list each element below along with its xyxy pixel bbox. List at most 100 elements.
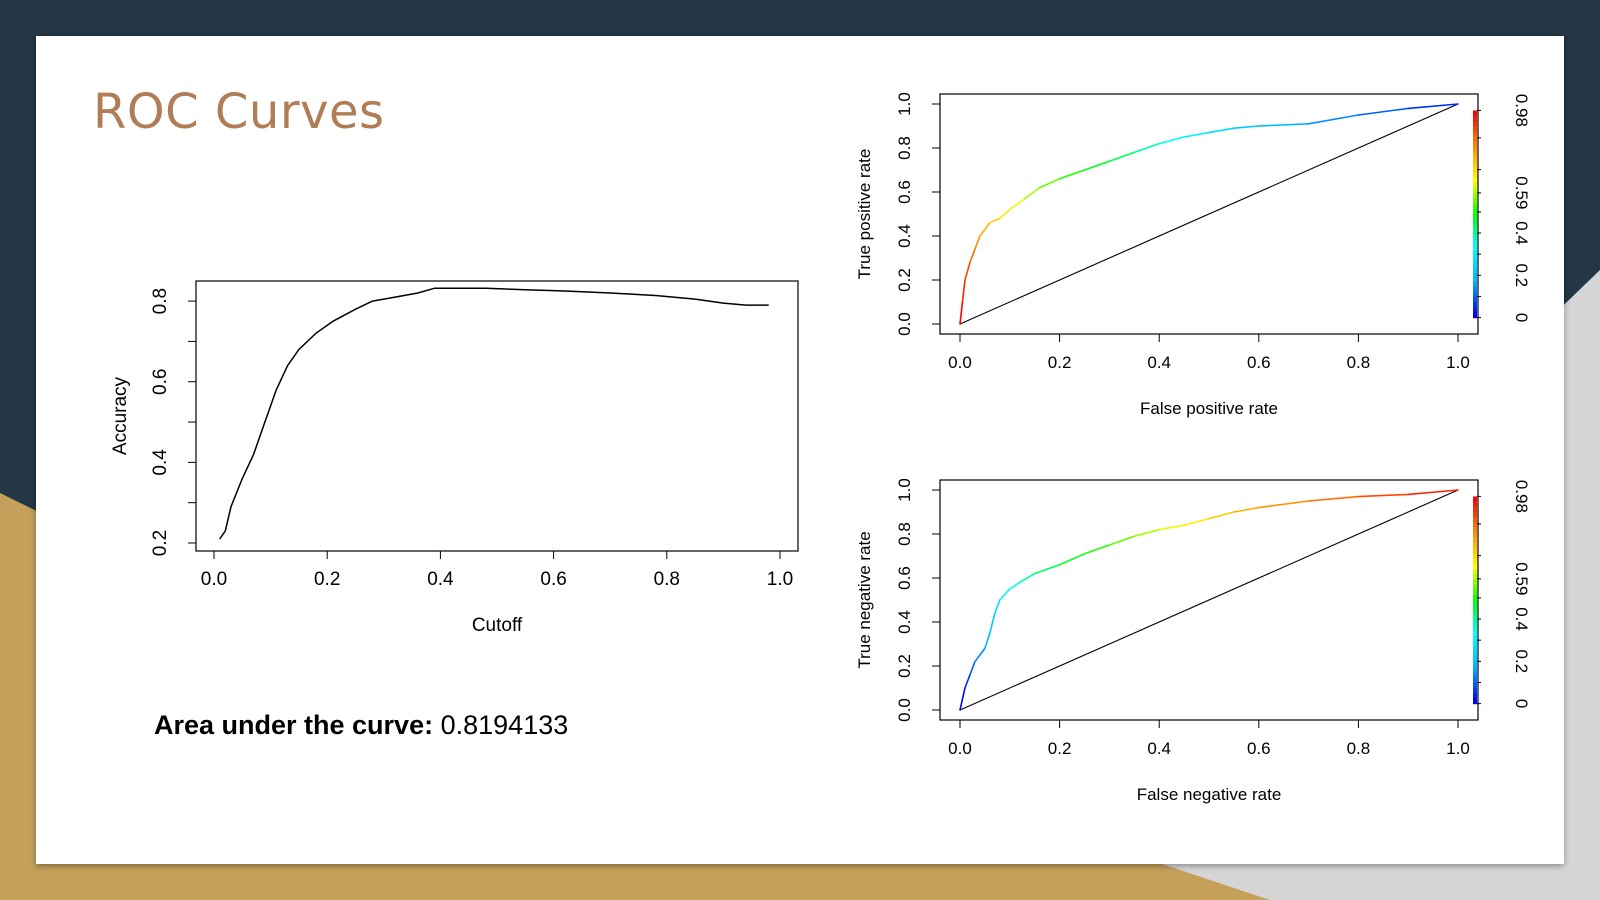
roc-curve-segment — [959, 687, 966, 711]
roc-curve-segment — [974, 647, 986, 663]
colorbar-swatch — [1473, 239, 1477, 246]
roc-curve-segment — [1009, 197, 1026, 211]
y-axis-label: True positive rate — [855, 149, 874, 280]
auc-label: Area under the curve: — [154, 710, 434, 740]
colorbar-swatch — [1473, 224, 1477, 231]
x-tick-label: 0.6 — [1247, 739, 1271, 758]
roc-curve-segment — [1233, 125, 1260, 130]
x-tick-label: 0.0 — [201, 569, 227, 590]
y-tick-label: 0.4 — [150, 449, 171, 476]
colorbar-swatch — [1473, 672, 1477, 679]
colorbar-swatch — [1473, 682, 1477, 689]
colorbar-swatch — [1473, 214, 1477, 220]
y-tick-label: 1.0 — [895, 478, 914, 502]
colorbar-swatch — [1473, 574, 1477, 580]
diagonal-reference-line — [959, 489, 1459, 711]
roc-curve-segment — [1183, 131, 1210, 138]
colorbar-swatch — [1473, 167, 1477, 174]
auc-summary: Area under the curve: 0.8194133 — [154, 710, 568, 741]
y-tick-label: 0.6 — [895, 180, 914, 204]
colorbar-swatch — [1473, 120, 1477, 127]
colorbar-swatch — [1473, 136, 1477, 143]
roc-curve-segment — [1009, 581, 1021, 590]
colorbar-swatch — [1473, 172, 1477, 179]
colorbar-tick-label: 0.4 — [1512, 221, 1530, 245]
roc-curve-segment — [1133, 528, 1161, 538]
y-tick-label: 0.4 — [895, 610, 914, 634]
colorbar-swatch — [1473, 532, 1477, 539]
plot-frame — [939, 479, 1479, 721]
colorbar-swatch — [1473, 548, 1477, 554]
roc-curve-segment — [1058, 553, 1086, 566]
roc-curve-segment — [1038, 178, 1061, 189]
roc-curve-segment — [1108, 535, 1136, 546]
x-tick-label: 0.2 — [1048, 739, 1072, 758]
x-tick-label: 1.0 — [1446, 739, 1470, 758]
y-tick-label: 0.2 — [895, 654, 914, 678]
y-axis-label: True negative rate — [855, 531, 874, 668]
colorbar-tick-label: 0.59 — [1512, 176, 1530, 209]
roc-curve-segment — [989, 217, 1001, 224]
roc-curve-segment — [1307, 114, 1360, 125]
colorbar-swatch — [1473, 543, 1477, 549]
y-tick-label: 0.8 — [895, 136, 914, 160]
colorbar-swatch — [1473, 677, 1477, 684]
colorbar-tick-label: 0.2 — [1512, 263, 1530, 287]
colorbar-swatch — [1473, 141, 1477, 148]
colorbar-swatch — [1473, 281, 1477, 288]
roc-curve-segment — [1357, 107, 1410, 116]
colorbar-swatch — [1473, 177, 1477, 184]
roc-curve-segment — [1158, 136, 1185, 145]
colorbar-swatch — [1473, 600, 1477, 606]
colorbar-swatch — [1473, 157, 1477, 163]
colorbar-swatch — [1473, 302, 1477, 308]
roc-curve-segment — [1058, 169, 1086, 180]
y-tick-label: 0.6 — [150, 369, 171, 395]
colorbar-swatch — [1473, 501, 1477, 508]
colorbar-tick-label: 0.98 — [1512, 480, 1530, 513]
y-tick-label: 0.2 — [150, 530, 171, 556]
colorbar-swatch — [1473, 636, 1477, 643]
x-tick-label: 1.0 — [1446, 353, 1470, 372]
colorbar-swatch — [1473, 234, 1477, 241]
x-tick-label: 0.2 — [1048, 353, 1072, 372]
colorbar-swatch — [1473, 631, 1477, 637]
colorbar-swatch — [1473, 291, 1477, 298]
colorbar-swatch — [1473, 615, 1477, 622]
colorbar-swatch — [1473, 605, 1477, 611]
colorbar-swatch — [1473, 162, 1477, 168]
roc-curve-segment — [984, 632, 991, 650]
colorbar-swatch — [1473, 208, 1477, 215]
roc-curve-segment — [989, 612, 996, 634]
x-tick-label: 0.4 — [1147, 739, 1171, 758]
roc-curve-segment — [1307, 495, 1360, 502]
roc-curve-segment — [979, 222, 991, 237]
tnr-roc-chart: 0.0 0.2 0.4 0.6 0.8 1.0 False negative rate 0.0… — [855, 478, 1530, 804]
roc-curve-segment — [1208, 127, 1235, 134]
roc-curve-segment — [1108, 151, 1136, 162]
roc-curve-segment — [1257, 122, 1310, 127]
colorbar-swatch — [1473, 641, 1477, 648]
x-tick-label: 0.6 — [1247, 353, 1271, 372]
colorbar-swatch — [1473, 584, 1477, 591]
roc-curve-segment — [1357, 493, 1410, 498]
colorbar-swatch — [1473, 537, 1477, 544]
colorbar-swatch — [1473, 610, 1477, 617]
colorbar-tick-label: 0.98 — [1512, 94, 1530, 127]
colorbar-swatch — [1473, 255, 1477, 262]
colorbar-swatch — [1473, 146, 1477, 153]
colorbar-swatch — [1473, 527, 1477, 534]
roc-curve-segment — [969, 660, 976, 676]
x-axis-label: False negative rate — [1137, 785, 1282, 804]
colorbar-tick-label: 0 — [1512, 699, 1530, 708]
colorbar-swatch — [1473, 568, 1477, 575]
colorbar-swatch — [1473, 506, 1477, 513]
roc-curve-segment — [1083, 544, 1111, 555]
diagonal-reference-line — [959, 103, 1459, 325]
roc-curve-segment — [1407, 103, 1459, 110]
slide-title: ROC Curves — [93, 84, 385, 140]
roc-curve-segment — [969, 248, 976, 264]
colorbar-swatch — [1473, 125, 1477, 132]
colorbar-swatch — [1473, 656, 1477, 663]
accuracy-chart: 0.0 0.2 0.4 0.6 0.8 1.0 Cutoff 0.2 0.4 0.6 0.8 Accu… — [110, 280, 799, 636]
